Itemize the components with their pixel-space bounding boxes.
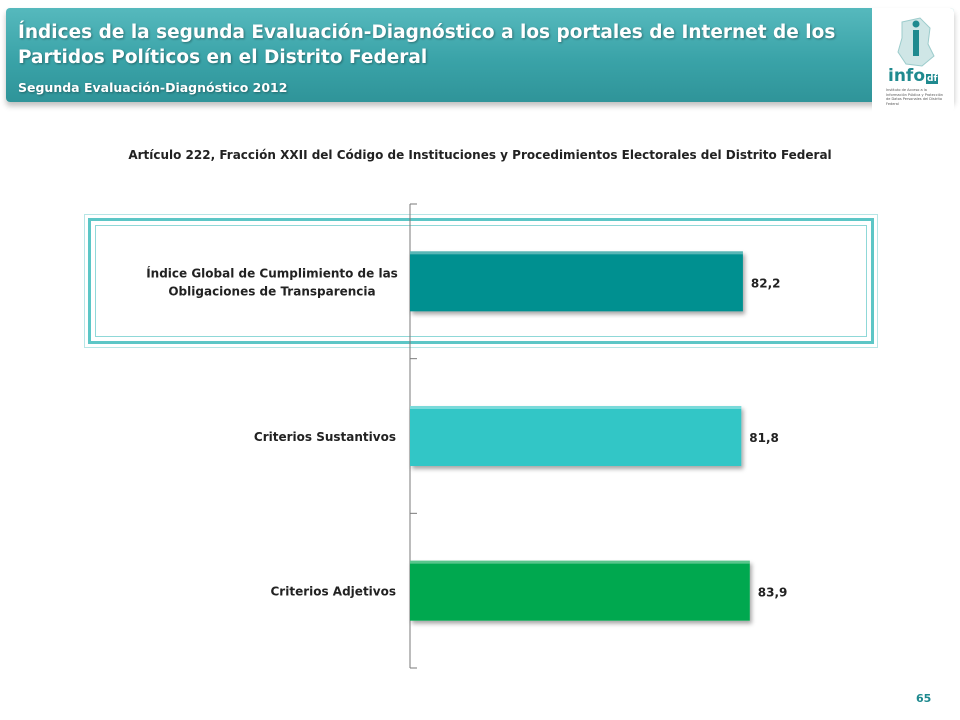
page-title: Índices de la segunda Evaluación-Diagnós… [18, 22, 836, 68]
page-number: 65 [916, 692, 932, 705]
value-label-2: 81,8 [749, 431, 779, 445]
category-label-2: Criterios Sustantivos [254, 430, 396, 444]
header-banner: Índices de la segunda Evaluación-Diagnós… [6, 8, 954, 112]
category-label-1: Obligaciones de Transparencia [168, 284, 375, 298]
bar-2 [410, 406, 742, 466]
category-label-1: Índice Global de Cumplimiento de las [146, 265, 398, 280]
bar-highlight [410, 560, 750, 564]
logo-word: info df [888, 66, 939, 86]
bar-3 [410, 560, 750, 621]
highlight-box [84, 214, 878, 348]
category-label-3: Criterios Adjetivos [271, 585, 397, 599]
highlight-inner-border [95, 225, 867, 337]
bar-1 [410, 251, 743, 312]
value-label-3: 83,9 [758, 586, 788, 600]
df-map-logo-icon [897, 17, 935, 67]
logo: info df Instituto de Acceso a la Informac… [872, 8, 954, 112]
value-label-1: 82,2 [751, 276, 781, 290]
page-subtitle: Segunda Evaluación-Diagnóstico 2012 [18, 80, 288, 95]
bar-highlight [410, 406, 742, 409]
logo-caption: Instituto de Acceso a la Información Púb… [886, 88, 943, 106]
logo-df-badge: df [926, 74, 939, 84]
bar-highlight [410, 251, 743, 255]
chart-title: Artículo 222, Fracción XXII del Código d… [128, 148, 832, 162]
